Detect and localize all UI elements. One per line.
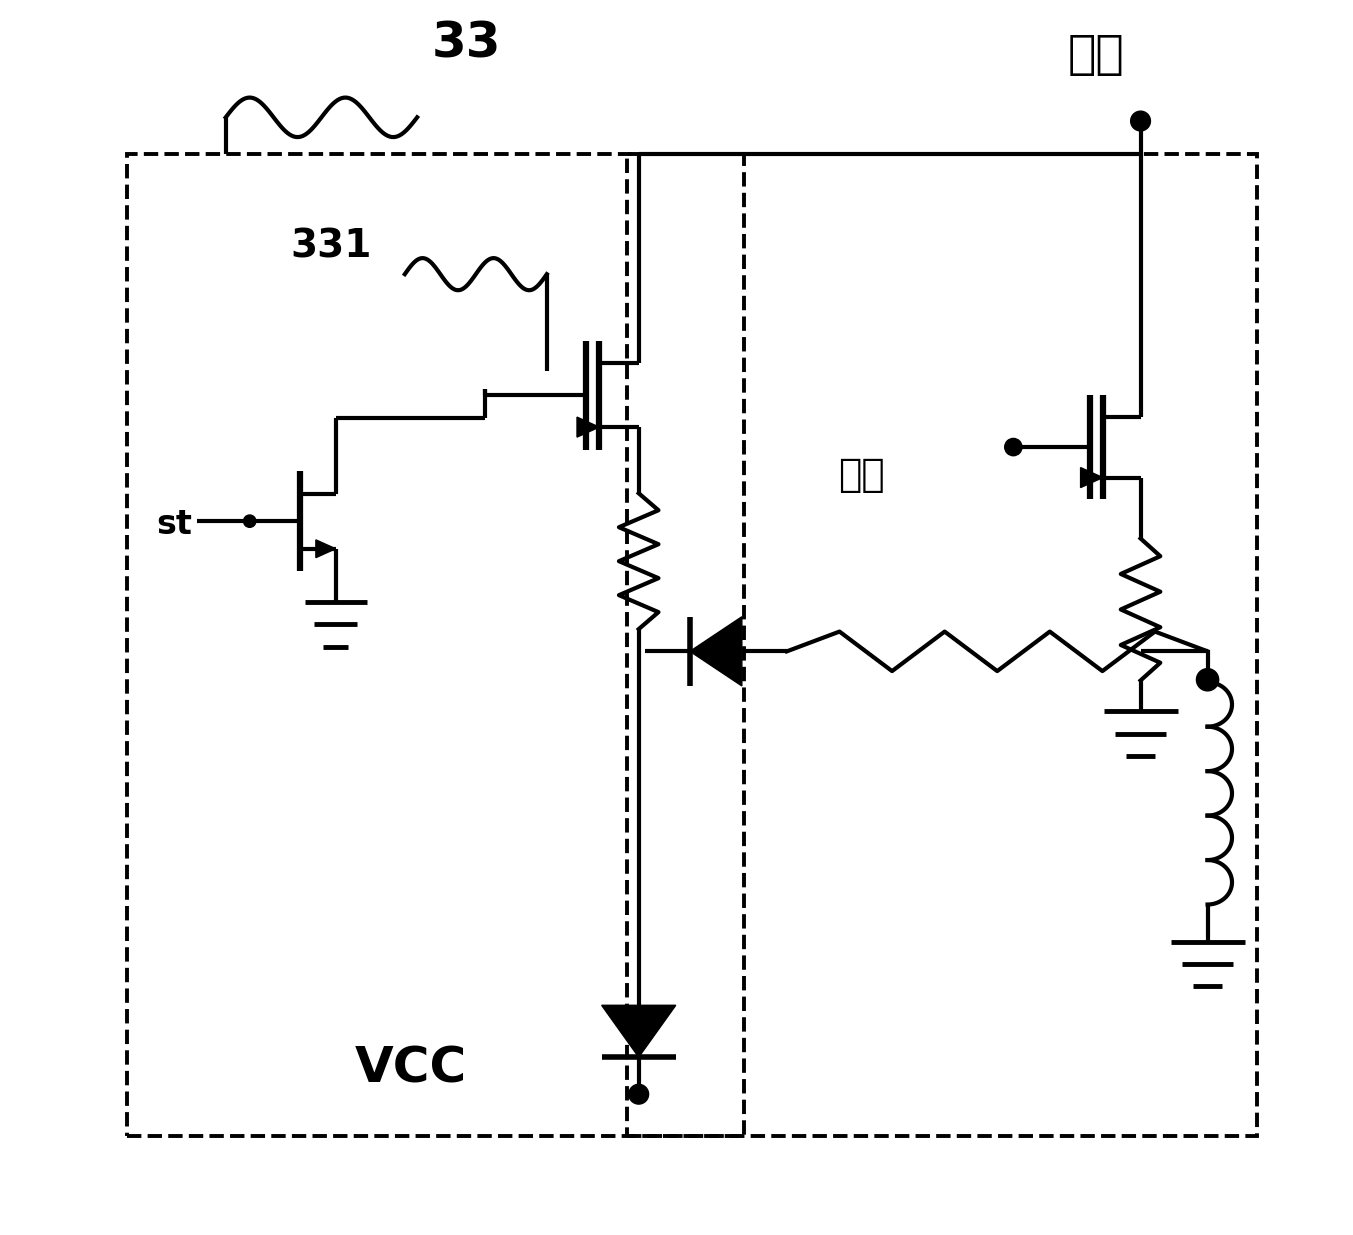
Polygon shape — [602, 1005, 675, 1057]
Circle shape — [1005, 438, 1022, 456]
Text: 居极: 居极 — [839, 457, 885, 494]
Polygon shape — [690, 616, 741, 685]
Polygon shape — [1081, 468, 1103, 488]
Bar — [626, 154, 1257, 1136]
Text: 331: 331 — [290, 228, 371, 266]
Circle shape — [629, 1084, 648, 1104]
Polygon shape — [315, 540, 336, 558]
Circle shape — [244, 515, 256, 527]
Circle shape — [1196, 668, 1219, 690]
Text: 33: 33 — [432, 20, 502, 67]
Polygon shape — [576, 417, 599, 437]
Text: st: st — [157, 509, 192, 541]
Text: 漏极: 漏极 — [1068, 33, 1124, 78]
Text: VCC: VCC — [354, 1045, 467, 1092]
Circle shape — [1131, 111, 1150, 131]
Bar — [127, 154, 744, 1136]
